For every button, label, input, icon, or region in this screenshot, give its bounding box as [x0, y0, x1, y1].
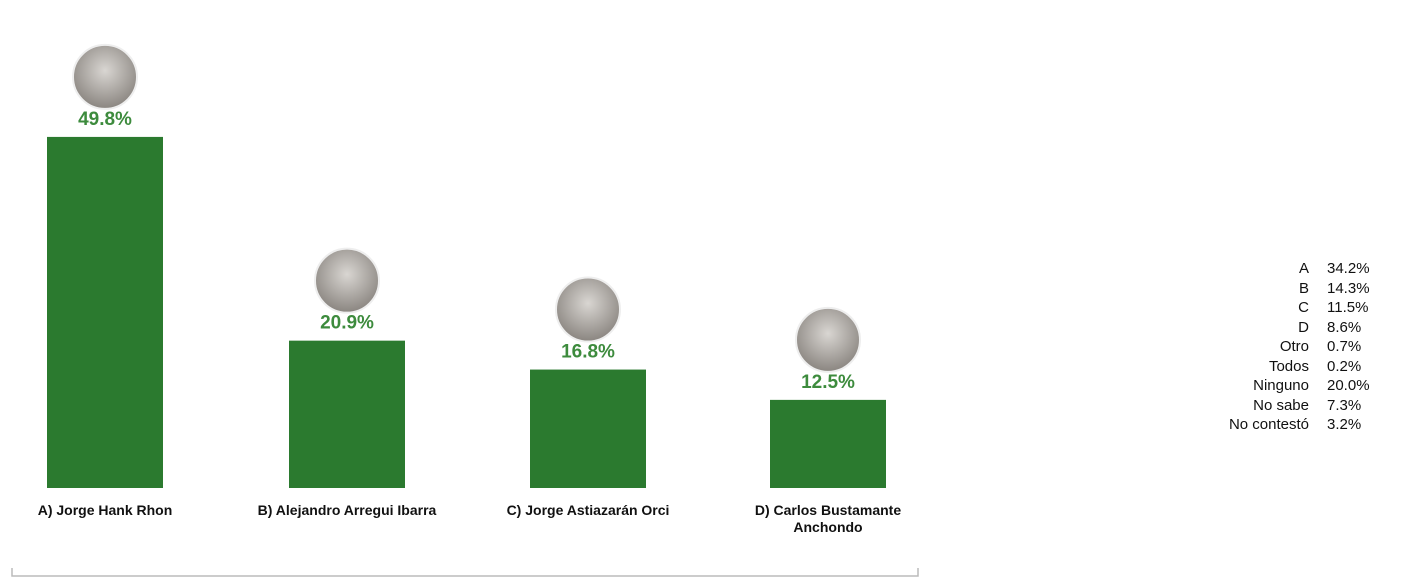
- value-label: 12.5%: [801, 372, 855, 393]
- summary-table: A 34.2% B 14.3% C 11.5% D 8.6% Otro 0.7% Todos 0.2%…: [1160, 259, 1374, 435]
- summary-row: No contestó 3.2%: [1160, 415, 1374, 435]
- summary-value: 14.3%: [1327, 279, 1370, 297]
- summary-label: D: [1298, 318, 1309, 336]
- candidate-photo: [555, 276, 621, 343]
- summary-label: Ninguno: [1253, 377, 1309, 394]
- category-label: A) Jorge Hank Rhon: [37, 502, 173, 518]
- bar: [289, 340, 405, 488]
- summary-row: D 8.6%: [1160, 318, 1374, 338]
- summary-value: 0.7%: [1327, 338, 1362, 355]
- bar: [530, 369, 646, 488]
- summary-value: 8.6%: [1327, 318, 1362, 336]
- summary-value: 34.2%: [1327, 260, 1370, 277]
- summary-label: Otro: [1279, 338, 1309, 355]
- summary-label: No contestó: [1228, 416, 1309, 433]
- summary-label: No sabe: [1253, 396, 1309, 414]
- candidate-photo: [72, 43, 138, 110]
- summary-value: 20.0%: [1327, 377, 1370, 394]
- candidate-photo: [314, 247, 380, 314]
- summary-row: Otro 0.7%: [1160, 337, 1374, 357]
- value-label: 16.8%: [561, 342, 615, 363]
- candidate-photo: [795, 306, 861, 373]
- summary-value: 3.2%: [1327, 416, 1362, 433]
- summary-row: Ninguno 20.0%: [1160, 376, 1374, 396]
- summary-value: 11.5%: [1327, 299, 1369, 316]
- summary-label: C: [1298, 299, 1309, 316]
- summary-label: A: [1298, 260, 1309, 277]
- summary-row: Todos 0.2%: [1160, 357, 1374, 377]
- summary-row: B 14.3%: [1160, 279, 1374, 299]
- bar: [47, 136, 163, 488]
- bar: [770, 399, 886, 488]
- value-label: 49.8%: [78, 109, 132, 130]
- summary-label: Todos: [1268, 357, 1309, 375]
- category-label: C) Jorge Astiazarán Orci: [506, 502, 670, 518]
- summary-label: B: [1298, 279, 1309, 297]
- summary-value: 7.3%: [1327, 396, 1362, 414]
- category-label: B) Alejandro Arregui Ibarra: [257, 502, 437, 518]
- summary-value: 0.2%: [1327, 357, 1362, 375]
- value-label: 20.9%: [320, 313, 374, 334]
- summary-row: No sabe 7.3%: [1160, 396, 1374, 416]
- bracket: [11, 568, 919, 577]
- summary-row: C 11.5%: [1160, 298, 1374, 318]
- summary-row: A 34.2%: [1160, 259, 1374, 279]
- category-label: D) Carlos Bustamante Anchondo: [754, 502, 902, 535]
